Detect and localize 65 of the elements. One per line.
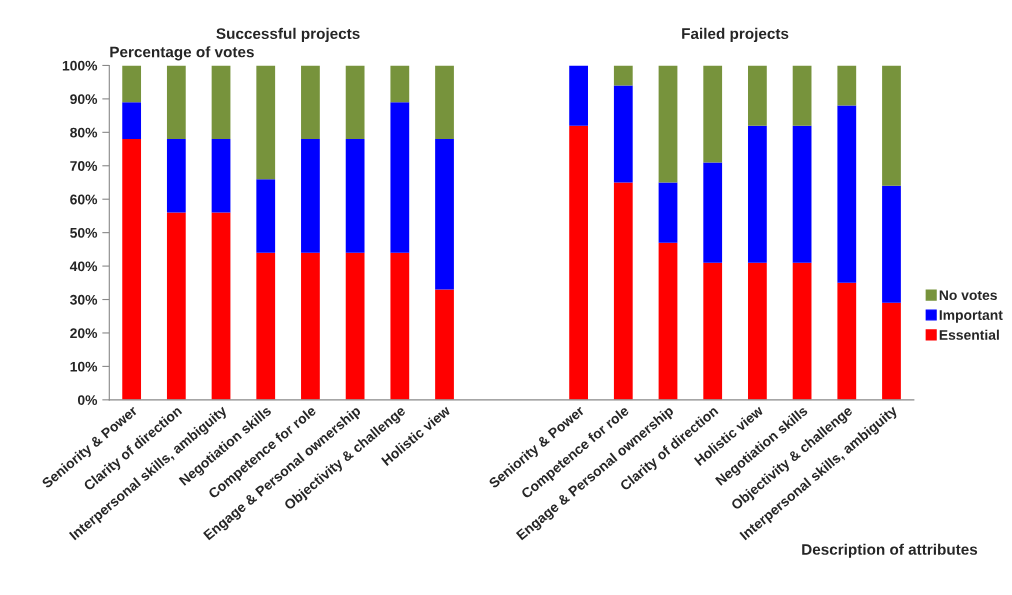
bar (345, 139, 365, 253)
bar (658, 182, 678, 243)
bar (166, 212, 186, 400)
bar (569, 125, 588, 400)
bar (301, 65, 320, 140)
bar (703, 65, 723, 163)
y-tick-label: 100% (62, 60, 98, 71)
bar (122, 102, 142, 140)
bar (435, 139, 454, 290)
bar (882, 185, 901, 303)
y-tick-label: 10% (70, 361, 98, 372)
y-tick-label: 70% (70, 161, 98, 171)
bar (613, 85, 633, 183)
bar (390, 65, 410, 103)
bar (837, 65, 857, 106)
bar (748, 125, 767, 263)
bar (301, 139, 320, 253)
bar (211, 139, 231, 213)
bar (613, 65, 633, 86)
y-tick-label: 20% (70, 328, 98, 339)
bar (345, 65, 365, 140)
bar (211, 212, 231, 400)
legend-label: Important (939, 310, 1003, 323)
bar (301, 252, 320, 400)
bar (792, 65, 812, 126)
bar (166, 65, 186, 140)
y-axis-title: Percentage of votes (110, 46, 254, 61)
bar (390, 252, 410, 400)
bar (256, 252, 276, 400)
bar (256, 179, 276, 253)
bar (703, 262, 723, 400)
bar (122, 139, 142, 400)
bar (703, 162, 723, 263)
bar (837, 105, 857, 283)
bar (658, 242, 678, 400)
bar (658, 65, 678, 183)
bar (390, 102, 410, 253)
bar (569, 65, 588, 126)
y-tick-label: 40% (69, 261, 98, 272)
bar (837, 282, 857, 400)
x-axis-title: Description of attributes (802, 543, 978, 558)
text: Failed projects (682, 27, 789, 43)
y-tick-label: 80% (70, 127, 98, 138)
y-tick-label: 90% (70, 94, 98, 105)
y-tick-label: 60% (70, 194, 98, 205)
bar (792, 262, 812, 400)
bar (613, 182, 633, 400)
y-tick-label: 50% (70, 227, 98, 238)
bar (435, 65, 454, 140)
legend-label: Essential (939, 329, 999, 340)
bar (211, 65, 231, 140)
y-tick-label: 0% (77, 395, 98, 406)
bar (882, 302, 901, 400)
bar (256, 65, 276, 180)
bar (166, 139, 186, 213)
bar (345, 252, 365, 400)
y-tick-label: 30% (70, 294, 98, 305)
bar (748, 262, 767, 400)
bar (748, 65, 767, 126)
legend-label: No votes (939, 290, 997, 301)
bar (122, 65, 142, 103)
bar (435, 289, 454, 400)
bar (792, 125, 812, 263)
text: Successful projects (216, 27, 360, 43)
bar (882, 65, 901, 186)
